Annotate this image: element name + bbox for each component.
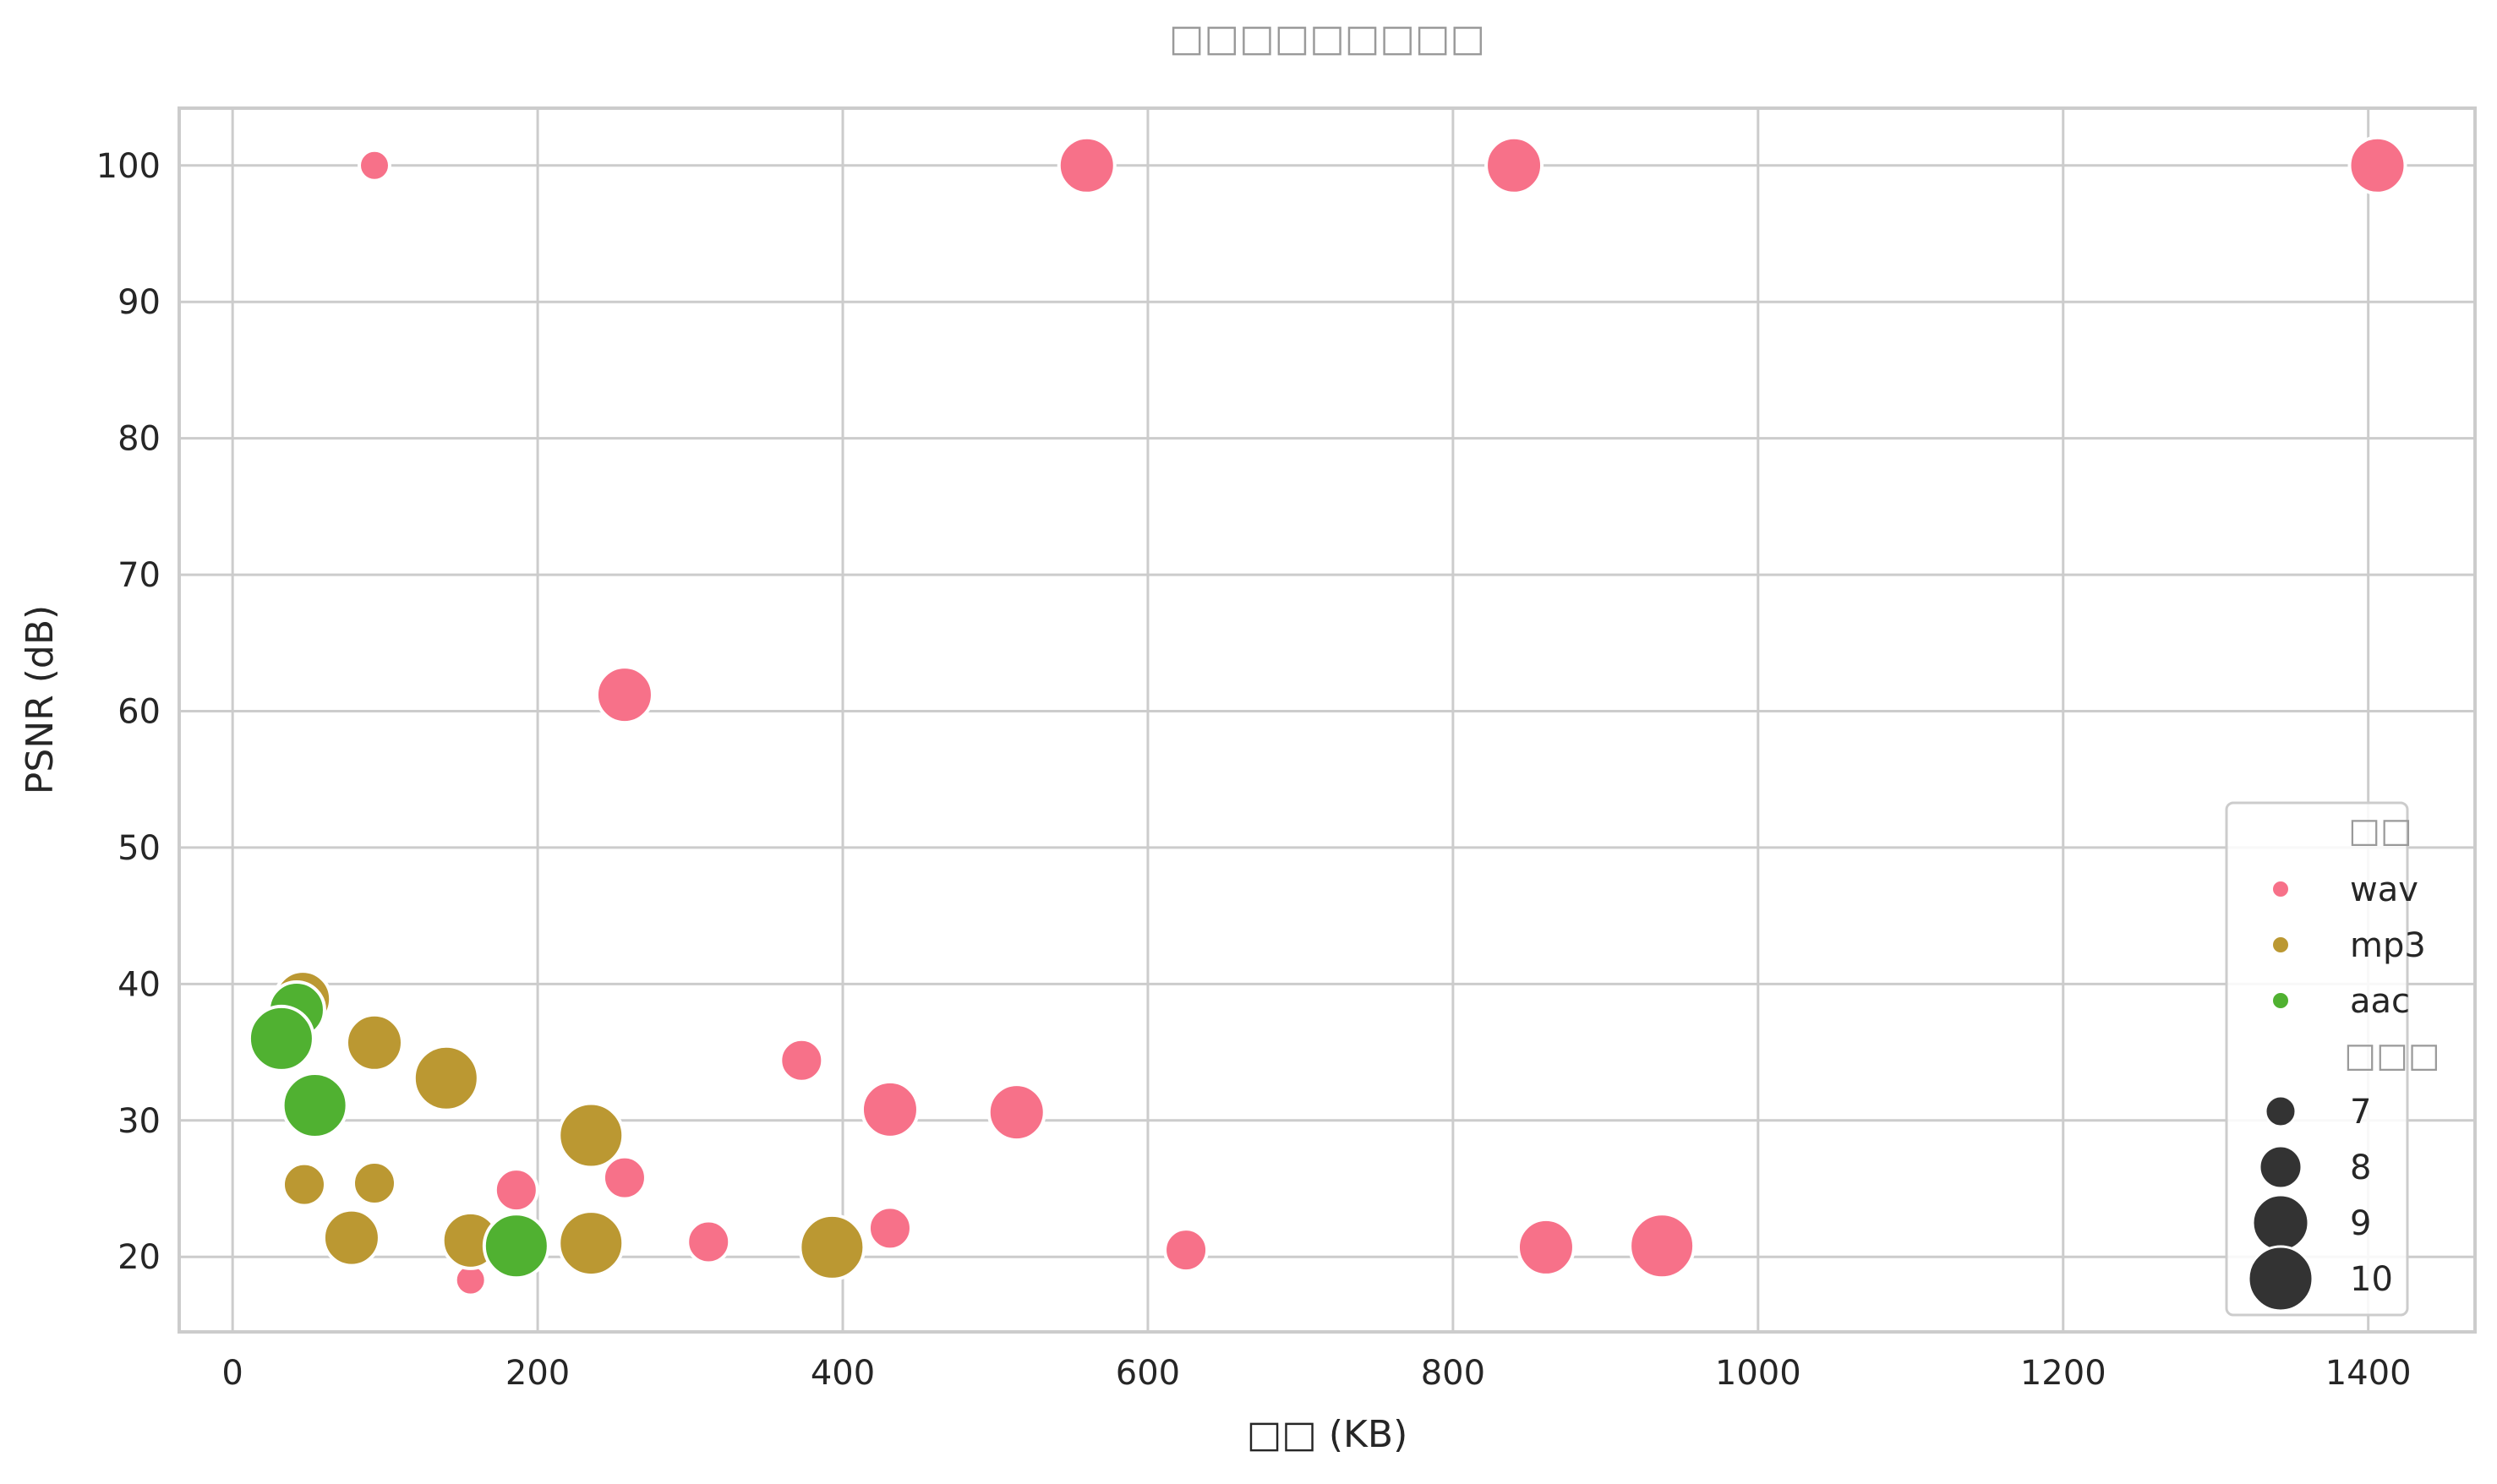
grid-lines: [179, 108, 2475, 1332]
point-wav: [1484, 135, 1544, 195]
tick-labels: 0 200 400 600 800 1000 1200 1400 20 30 40 50 60 70 80 9…: [96, 147, 2412, 1393]
x-tick-label: 1400: [2325, 1354, 2412, 1393]
y-tick-label: 80: [117, 420, 161, 459]
legend-hue-entries: wav mp3 aac: [2271, 870, 2426, 1021]
chart-title: □□□□□□□□□: [1169, 17, 1485, 60]
legend-marker-mp3: [2271, 936, 2290, 954]
legend-label-wav: wav: [2350, 870, 2418, 909]
point-mp3: [557, 1101, 626, 1170]
legend-hue-title: □□: [2348, 811, 2412, 850]
point-mp3: [798, 1213, 866, 1281]
point-wav: [986, 1083, 1046, 1143]
legend-label-aac: aac: [2350, 982, 2410, 1021]
x-tick-label: 400: [811, 1354, 875, 1393]
legend-size-marker: [2264, 1094, 2298, 1128]
legend-size-label: 7: [2350, 1093, 2371, 1132]
point-wav: [686, 1219, 732, 1265]
x-axis-title: □□ (KB): [1247, 1413, 1408, 1456]
x-tick-label: 1200: [2020, 1354, 2106, 1393]
x-tick-label: 0: [221, 1354, 243, 1393]
point-aac: [482, 1212, 550, 1280]
legend-label-mp3: mp3: [2350, 926, 2426, 965]
point-wav: [860, 1079, 920, 1139]
point-mp3: [351, 1160, 397, 1207]
y-tick-label: 70: [117, 556, 161, 595]
legend-size-marker: [2258, 1144, 2303, 1190]
x-tick-label: 1000: [1715, 1354, 1801, 1393]
point-wav: [779, 1037, 825, 1083]
legend-size-label: 8: [2350, 1148, 2371, 1187]
point-wav: [1057, 135, 1117, 195]
legend: □□ wav mp3 aac □□□ 7 8 9 10: [2225, 801, 2440, 1317]
y-tick-label: 60: [117, 693, 161, 732]
point-wav: [357, 148, 391, 183]
legend-size-label: 10: [2350, 1260, 2393, 1299]
y-tick-label: 30: [117, 1102, 161, 1141]
point-mp3: [281, 1161, 327, 1208]
point-wav: [493, 1167, 539, 1214]
y-tick-label: 40: [117, 965, 161, 1004]
point-wav: [601, 1154, 647, 1201]
y-tick-label: 20: [117, 1238, 161, 1277]
point-wav: [1163, 1227, 1210, 1274]
y-tick-label: 50: [117, 829, 161, 868]
point-wav: [866, 1205, 913, 1252]
legend-size-title: □□□: [2344, 1036, 2440, 1075]
point-mp3: [344, 1012, 404, 1072]
y-tick-label: 100: [96, 147, 161, 186]
point-aac: [281, 1072, 349, 1140]
legend-marker-aac: [2271, 991, 2290, 1010]
point-aac: [247, 1004, 315, 1072]
legend-marker-wav: [2271, 880, 2290, 898]
x-tick-label: 600: [1116, 1354, 1180, 1393]
point-wav: [1516, 1217, 1576, 1277]
point-wav: [1628, 1212, 1697, 1280]
point-mp3: [412, 1044, 480, 1112]
data-points: [247, 135, 2407, 1297]
y-axis-title: PSNR (dB): [19, 605, 62, 794]
point-wav: [2347, 135, 2407, 195]
legend-size-marker: [2251, 1193, 2310, 1252]
y-tick-label: 90: [117, 283, 161, 322]
legend-size-label: 9: [2350, 1204, 2371, 1243]
point-mp3: [321, 1208, 381, 1268]
x-tick-label: 200: [505, 1354, 570, 1393]
legend-size-entries: 7 8 9 10: [2247, 1093, 2393, 1312]
point-wav: [594, 665, 654, 725]
x-tick-label: 800: [1421, 1354, 1485, 1393]
plot-frame: [178, 106, 2477, 1334]
legend-size-marker: [2247, 1245, 2314, 1312]
point-mp3: [557, 1209, 626, 1278]
